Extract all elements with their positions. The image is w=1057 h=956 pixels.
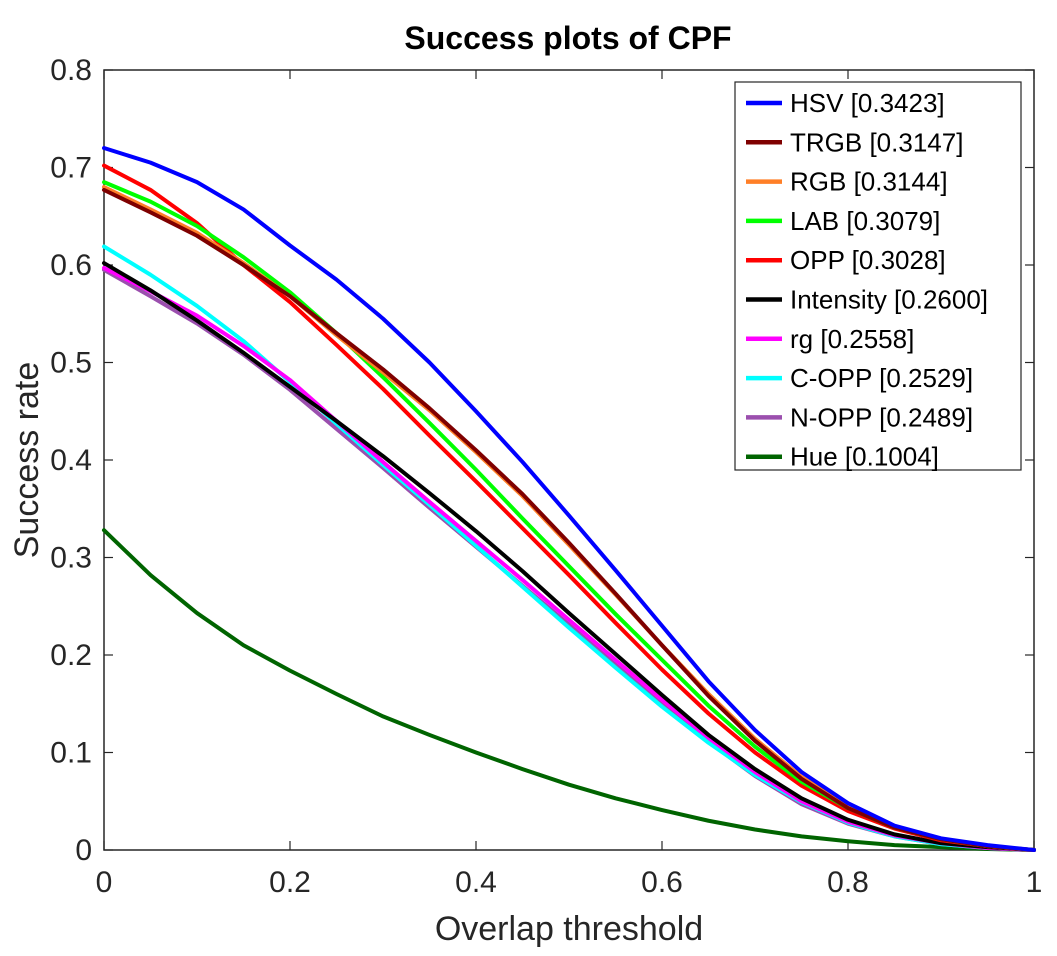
y-tick-label: 0 — [75, 834, 92, 867]
legend-label: LAB [0.3079] — [790, 206, 940, 236]
legend-label: N-OPP [0.2489] — [790, 402, 973, 432]
y-tick-label: 0.6 — [50, 249, 92, 282]
y-tick-label: 0.8 — [50, 54, 92, 87]
x-axis-label: Overlap threshold — [435, 910, 703, 948]
y-axis-label: Success rate — [8, 362, 46, 559]
y-tick-label: 0.1 — [50, 737, 92, 770]
legend-label: HSV [0.3423] — [790, 88, 945, 118]
series-line-9 — [102, 528, 1036, 852]
legend-box — [734, 81, 1022, 471]
y-tick-label: 0.2 — [50, 639, 92, 672]
series-lines — [102, 146, 1036, 852]
series-line-0 — [102, 146, 1036, 852]
y-tick-label: 0.3 — [50, 542, 92, 575]
x-tick-label: 0.8 — [827, 866, 869, 899]
x-tick-label: 0.2 — [269, 866, 311, 899]
legend-label: Intensity [0.2600] — [790, 285, 988, 315]
x-tick-label: 0.4 — [455, 866, 497, 899]
x-axis-ticks: 0 0.2 0.4 0.6 0.8 1 — [96, 70, 1043, 899]
x-tick-label: 0.6 — [641, 866, 683, 899]
y-tick-label: 0.4 — [50, 444, 92, 477]
y-axis-ticks: 0 0.1 0.2 0.3 0.4 0.5 0.6 0.7 0.8 — [50, 54, 1034, 867]
legend-label: TRGB [0.3147] — [790, 127, 963, 157]
y-tick-label: 0.5 — [50, 347, 92, 380]
legend: HSV [0.3423] TRGB [0.3147] RGB [0.3144] LAB… — [734, 81, 1022, 472]
x-tick-label: 0 — [96, 866, 113, 899]
legend-label: C-OPP [0.2529] — [790, 363, 973, 393]
legend-label: OPP [0.3028] — [790, 245, 946, 275]
legend-label: rg [0.2558] — [790, 324, 914, 354]
x-tick-label: 1 — [1026, 866, 1043, 899]
legend-label: RGB [0.3144] — [790, 167, 948, 197]
series-line-5 — [102, 261, 1036, 852]
series-line-1 — [102, 187, 1036, 852]
legend-label: Hue [0.1004] — [790, 442, 939, 472]
chart-title: Success plots of CPF — [404, 20, 731, 56]
y-tick-label: 0.7 — [50, 152, 92, 185]
